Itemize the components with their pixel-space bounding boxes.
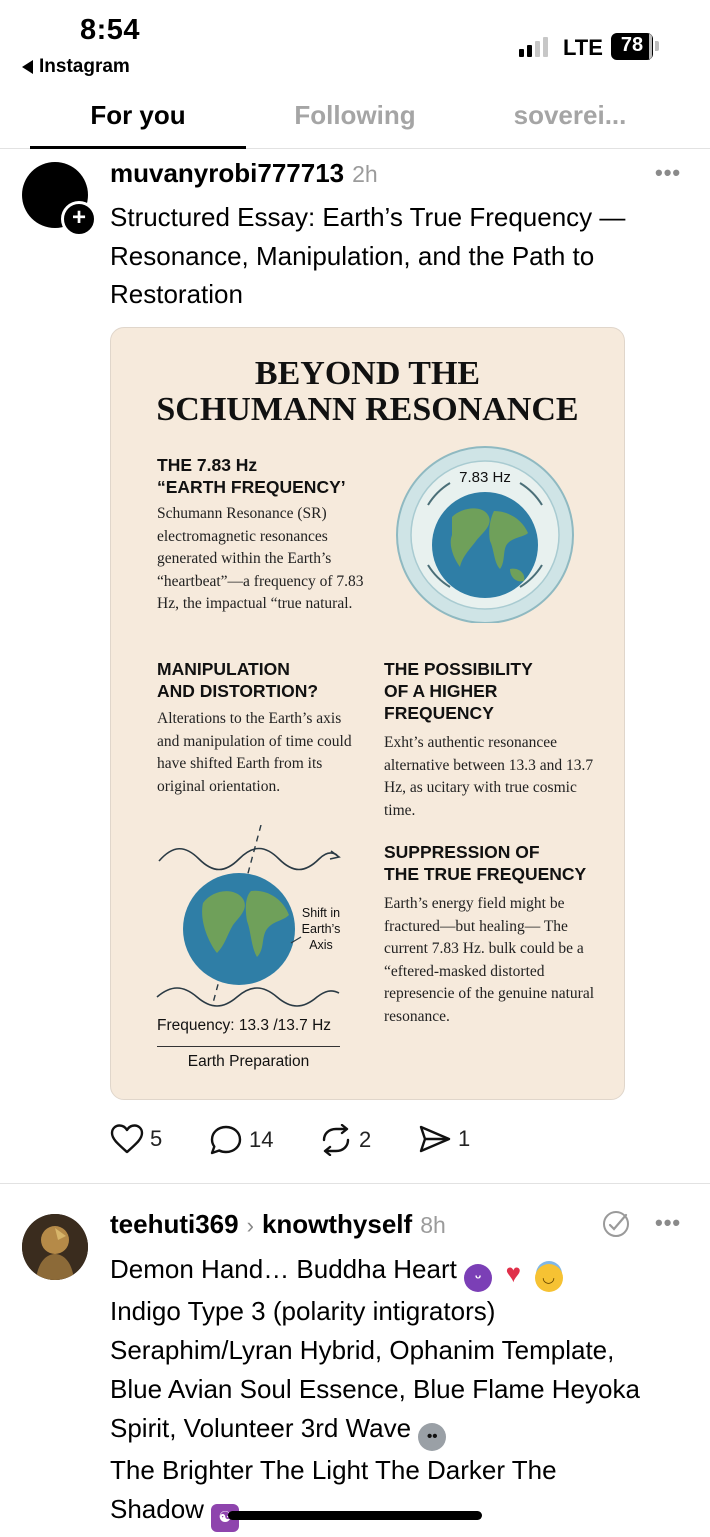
tab-sovereign[interactable]: soverei...: [513, 100, 627, 130]
reply-count: 14: [249, 1127, 274, 1152]
battery-level: 78: [620, 34, 644, 56]
tab-divider: [0, 148, 710, 149]
like-button[interactable]: 5: [110, 1124, 162, 1154]
follow-plus-icon[interactable]: +: [61, 201, 97, 237]
heart-on-fire-emoji: ♥: [505, 1258, 522, 1288]
comment-icon: [210, 1125, 242, 1155]
footer-divider: [157, 1046, 340, 1047]
section-body-higher-frequency: Exht’s authentic resonancee alternative …: [384, 734, 594, 819]
section-body-suppression: Earth’s energy field might be fractured—…: [384, 895, 595, 1025]
post-username[interactable]: teehuti369: [110, 1209, 239, 1239]
active-tab-indicator: [30, 146, 246, 149]
post-text-line: The Brighter The Light The Darker The: [110, 1455, 557, 1485]
avatar-image: [22, 1214, 88, 1280]
repost-icon: [322, 1124, 350, 1156]
chevron-right-icon: ›: [246, 1213, 254, 1238]
section-body-earth-frequency: Schumann Resonance (SR) electromagnetic …: [157, 505, 364, 613]
post-divider: [0, 1183, 710, 1184]
section-heading-higher-frequency: THE POSSIBILITY OF A HIGHER FREQUENCY: [384, 659, 533, 723]
network-type: LTE: [563, 35, 603, 60]
footer-label: Earth Preparation: [187, 1053, 310, 1070]
post-text-line: Blue Avian Soul Essence, Blue Flame Heyo…: [110, 1374, 640, 1404]
post-header: muvanyrobi777713 2h: [110, 158, 378, 189]
send-icon: [419, 1125, 451, 1153]
post-time: 2h: [352, 161, 378, 187]
status-time: 8:54: [80, 14, 141, 46]
svg-text:Axis: Axis: [309, 938, 333, 952]
post-text-line: Spirit, Volunteer 3rd Wave: [110, 1413, 412, 1443]
back-app-label: Instagram: [39, 56, 130, 77]
like-count: 5: [150, 1126, 163, 1151]
tab-for-you[interactable]: For you: [90, 100, 186, 130]
post-header: teehuti369 › knowthyself 8h: [110, 1209, 446, 1240]
post-text-line: Indigo Type 3 (polarity intigrators): [110, 1296, 496, 1326]
globe-rings-illustration: 7.83 Hz: [396, 446, 574, 623]
reply-button[interactable]: 14: [209, 1124, 273, 1156]
image-title: BEYOND THE SCHUMANN RESONANCE: [156, 355, 579, 428]
smiling-devil-emoji: ᵕ: [464, 1264, 493, 1292]
avatar[interactable]: [22, 1214, 88, 1280]
cellular-signal-icon: [519, 37, 548, 57]
section-heading-manipulation: MANIPULATION AND DISTORTION?: [157, 659, 319, 701]
back-arrow-icon: [22, 60, 33, 74]
repost-count: 2: [359, 1127, 372, 1152]
post-text: Structured Essay: Earth’s True Frequency…: [110, 202, 626, 309]
post-time: 8h: [420, 1212, 446, 1238]
tab-following[interactable]: Following: [294, 100, 416, 130]
section-heading-suppression: SUPPRESSION OF THE TRUE FREQUENCY: [384, 842, 587, 884]
back-to-app-link[interactable]: Instagram: [22, 56, 130, 78]
svg-text:7.83 Hz: 7.83 Hz: [459, 469, 511, 486]
post-text: Demon Hand… Buddha Heart ᵕ ♥ ◡ Indigo Ty…: [110, 1250, 700, 1532]
repost-button[interactable]: 2: [319, 1124, 371, 1156]
post-username[interactable]: muvanyrobi777713: [110, 158, 345, 188]
battery-icon: 78: [611, 33, 661, 60]
post-text-line: Seraphim/Lyran Hybrid, Ophanim Template,: [110, 1335, 615, 1365]
halo-smile-emoji: ◡: [534, 1264, 563, 1292]
heart-icon: [110, 1124, 144, 1154]
more-options-icon[interactable]: •••: [655, 160, 682, 185]
share-button[interactable]: 1: [418, 1124, 470, 1154]
post-text-line: Demon Hand… Buddha Heart: [110, 1254, 457, 1284]
section-heading-earth-frequency: THE 7.83 Hz “EARTH FREQUENCY’: [157, 455, 346, 497]
tilted-globe-illustration: Shift in Earth’s Axis: [156, 825, 341, 1007]
post-image[interactable]: BEYOND THE SCHUMANN RESONANCE THE 7.83 H…: [110, 327, 625, 1100]
alien-emoji: ••: [418, 1423, 447, 1451]
community-link[interactable]: knowthyself: [261, 1209, 413, 1239]
more-options-icon[interactable]: •••: [655, 1210, 682, 1235]
post-text-line: Shadow: [110, 1494, 204, 1524]
svg-text:Earth’s: Earth’s: [302, 922, 341, 936]
community-badge-icon[interactable]: [601, 1209, 631, 1239]
frequency-label: Frequency: 13.3 /13.7 Hz: [157, 1017, 332, 1034]
svg-text:Shift in: Shift in: [302, 906, 340, 920]
home-indicator[interactable]: [228, 1511, 482, 1520]
share-count: 1: [458, 1126, 471, 1151]
section-body-manipulation: Alterations to the Earth’s axis and mani…: [157, 710, 352, 795]
